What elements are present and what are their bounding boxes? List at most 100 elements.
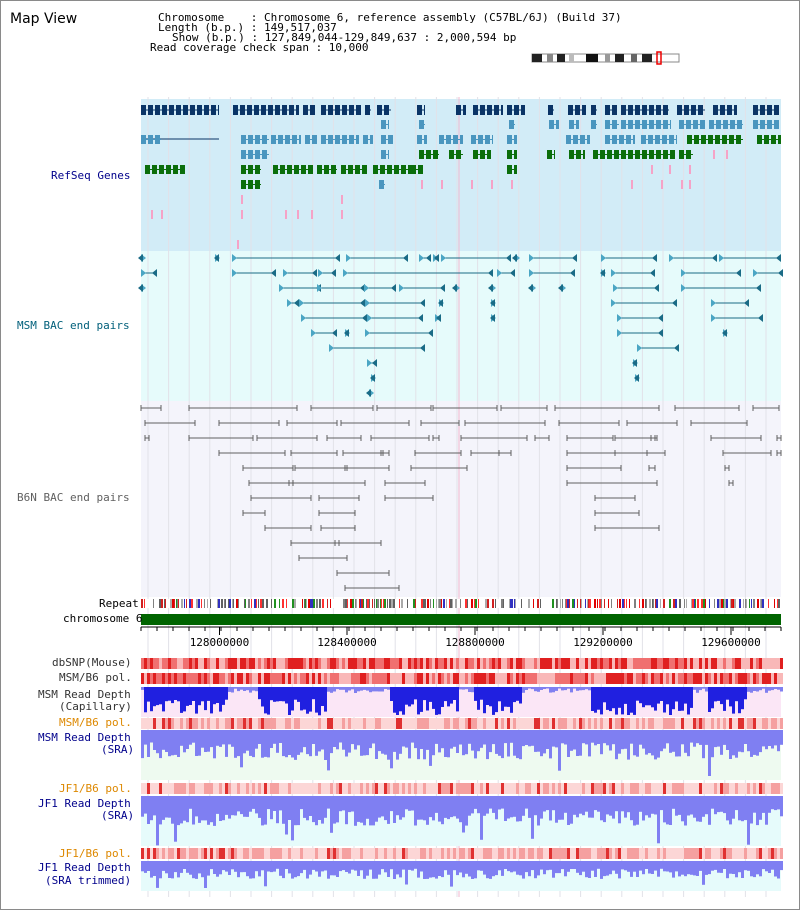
- msm-b6-pol-cell: [687, 673, 690, 684]
- msm-capillary-bar: [342, 687, 345, 690]
- dbsnp-heat-cell: [450, 658, 453, 669]
- repeat-track[interactable]: [141, 599, 781, 608]
- refseq-gene[interactable]: [241, 165, 261, 174]
- jf1-b6-pol-cell: [141, 783, 144, 794]
- refseq-gene[interactable]: [233, 105, 299, 115]
- dbsnp-heat-cell: [273, 658, 276, 669]
- dbsnp-heat-cell: [225, 658, 228, 669]
- repeat-element: [475, 599, 477, 608]
- refseq-gene[interactable]: [621, 120, 671, 129]
- refseq-gene[interactable]: [569, 120, 579, 129]
- jf1-b6-pol-cell: [183, 783, 186, 794]
- msm-b6-pol-sra-cell: [618, 718, 621, 729]
- repeat-element: [622, 599, 624, 608]
- jf1-b6-pol-cell: [705, 783, 708, 794]
- msm-capillary-bar: [300, 687, 303, 710]
- jf1-trimmed-depth-bar: [600, 861, 603, 879]
- refseq-gene[interactable]: [417, 135, 427, 144]
- refseq-gene[interactable]: [449, 150, 463, 159]
- msm-capillary-bar: [573, 687, 576, 689]
- refseq-gene[interactable]: [605, 135, 635, 144]
- msm-b6-pol-sra-cell: [159, 718, 162, 729]
- msm-capillary-bar: [684, 687, 687, 704]
- refseq-gene[interactable]: [419, 150, 439, 159]
- jf1-b6-pol-cell: [144, 783, 147, 794]
- jf1-b6-pol-trim-cell: [549, 848, 552, 859]
- jf1-b6-pol-cell: [747, 783, 750, 794]
- msm-sra-depth-bar: [180, 730, 183, 746]
- jf1-b6-pol-trim-cell: [711, 848, 714, 859]
- jf1-sra-depth-bar: [408, 796, 411, 811]
- jf1-trimmed-depth-bar: [576, 861, 579, 873]
- msm-b6-pol-cell: [741, 673, 744, 684]
- msm-capillary-bar: [297, 687, 300, 702]
- refseq-gene[interactable]: [679, 150, 693, 159]
- repeat-element: [256, 599, 257, 608]
- jf1-b6-pol-trim-cell: [504, 848, 507, 859]
- msm-b6-pol-cell: [234, 673, 237, 684]
- refseq-gene[interactable]: [549, 120, 559, 129]
- msm-b6-pol-cell: [666, 673, 669, 684]
- refseq-gene[interactable]: [507, 165, 517, 174]
- refseq-gene[interactable]: [507, 105, 525, 115]
- refseq-gene[interactable]: [241, 135, 269, 144]
- jf1-trimmed-depth-bar: [291, 861, 294, 879]
- dbsnp-heat-cell: [618, 658, 621, 669]
- jf1-b6-pol-trim-cell: [537, 848, 540, 859]
- msm-b6-pol-cell: [297, 673, 300, 684]
- msm-b6-pol-sra-cell: [759, 718, 762, 729]
- jf1-b6-pol-trim-cell: [147, 848, 150, 859]
- dbsnp-heat-cell: [468, 658, 471, 669]
- msm-sra-depth-bar: [534, 730, 537, 752]
- jf1-trimmed-depth-bar: [147, 861, 150, 871]
- jf1-trimmed-depth-bar: [285, 861, 288, 869]
- dbsnp-heat-cell: [732, 658, 735, 669]
- msm-capillary-bar: [594, 687, 597, 713]
- refseq-gene[interactable]: [271, 135, 301, 144]
- refseq-gene[interactable]: [677, 105, 705, 115]
- jf1-sra-depth-bar: [321, 796, 324, 824]
- refseq-gene[interactable]: [471, 135, 493, 144]
- msm-b6-pol-sra-cell: [699, 718, 702, 729]
- refseq-gene[interactable]: [473, 105, 503, 115]
- refseq-gene[interactable]: [473, 150, 491, 159]
- msm-b6-pol-cell: [357, 673, 360, 684]
- msm-b6-pol-cell: [723, 673, 726, 684]
- refseq-gene[interactable]: [377, 105, 391, 115]
- repeat-element: [730, 599, 731, 608]
- refseq-gene[interactable]: [568, 105, 586, 115]
- refseq-gene[interactable]: [141, 135, 161, 144]
- repeat-element: [660, 599, 661, 608]
- refseq-gene[interactable]: [507, 150, 517, 159]
- refseq-gene[interactable]: [363, 135, 373, 144]
- jf1-b6-pol-trim-cell: [510, 848, 513, 859]
- variation-and-depth-tracks[interactable]: [141, 658, 783, 891]
- msm-b6-pol-cell: [366, 673, 369, 684]
- jf1-depth-trimmed-label-2: (SRA trimmed): [45, 875, 131, 887]
- jf1-b6-pol-cell: [528, 783, 531, 794]
- jf1-trimmed-depth-bar: [174, 861, 177, 872]
- msm-b6-pol-cell: [213, 673, 216, 684]
- jf1-sra-depth-bar: [645, 796, 648, 815]
- jf1-b6-pol-trim-cell: [267, 848, 270, 859]
- dbsnp-heat-cell: [363, 658, 366, 669]
- jf1-b6-pol-cell: [480, 783, 483, 794]
- refseq-gene[interactable]: [241, 180, 261, 189]
- jf1-b6-pol-cell: [561, 783, 564, 794]
- refseq-gene[interactable]: [605, 120, 619, 129]
- msm-sra-depth-bar: [267, 730, 270, 757]
- refseq-gene[interactable]: [507, 135, 517, 144]
- refseq-gene[interactable]: [241, 150, 269, 159]
- refseq-gene[interactable]: [141, 105, 219, 115]
- chromosome-ideogram[interactable]: [532, 52, 679, 64]
- jf1-sra-depth-bar: [621, 796, 624, 811]
- jf1-b6-pol-cell: [165, 783, 168, 794]
- jf1-trimmed-depth-bar: [180, 861, 183, 873]
- jf1-sra-depth-bar: [549, 796, 552, 821]
- msm-b6-pol-cell: [480, 673, 483, 684]
- jf1-b6-pol-cell: [189, 783, 192, 794]
- refseq-gene[interactable]: [317, 165, 337, 174]
- refseq-gene[interactable]: [456, 105, 466, 115]
- msm-b6-pol-cell: [522, 673, 525, 684]
- repeat-element: [393, 599, 395, 608]
